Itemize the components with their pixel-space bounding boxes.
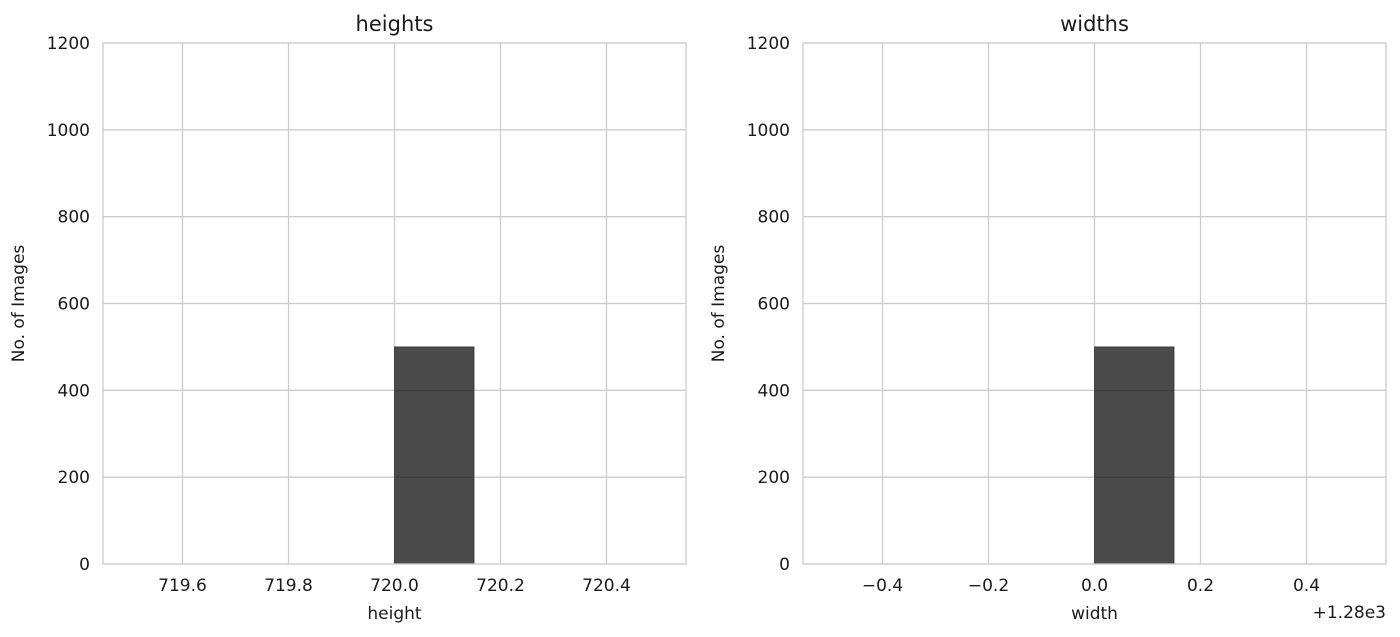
y-tick-label: 800 (758, 208, 790, 228)
y-tick-label: 1000 (47, 121, 90, 141)
x-tick-label: 720.4 (582, 576, 631, 596)
x-tick-label: 0.2 (1187, 576, 1214, 596)
x-axis-label: width (1071, 604, 1118, 624)
y-tick-label: 1200 (47, 34, 90, 54)
y-tick-label: 400 (758, 381, 790, 401)
histogram-bar (1094, 346, 1175, 565)
y-tick-label: 200 (758, 468, 790, 488)
chart-title: heights (356, 12, 434, 36)
y-tick-label: 800 (58, 208, 90, 228)
histogram-bar (394, 346, 475, 565)
x-tick-label: 719.6 (158, 576, 207, 596)
y-tick-label: 1000 (747, 121, 790, 141)
y-tick-label: 1200 (747, 34, 790, 54)
x-tick-label: −0.2 (968, 576, 1009, 596)
y-tick-label: 0 (779, 555, 790, 575)
y-tick-label: 0 (79, 555, 90, 575)
x-tick-label: 720.0 (370, 576, 419, 596)
y-axis-label: No. of Images (9, 245, 29, 363)
y-tick-label: 200 (58, 468, 90, 488)
x-tick-label: 0.0 (1081, 576, 1108, 596)
x-tick-label: 0.4 (1293, 576, 1320, 596)
chart-title: widths (1060, 12, 1129, 36)
y-axis-label: No. of Images (709, 245, 729, 363)
heights-histogram: 0 200 400 600 800 1000 1200 719.6 719.8 720.0 720.… (9, 12, 687, 624)
x-offset-label: +1.28e3 (1313, 603, 1386, 623)
widths-histogram: 0 200 400 600 800 1000 1200 −0.4 −0.2 0.0 0.2 0.4 wi… (709, 12, 1387, 624)
y-tick-label: 600 (58, 295, 90, 315)
plot-frame (102, 42, 687, 565)
x-tick-label: 719.8 (264, 576, 313, 596)
plot-frame (802, 42, 1387, 565)
x-axis-label: height (367, 604, 422, 624)
x-tick-label: 720.2 (476, 576, 525, 596)
y-tick-label: 400 (58, 381, 90, 401)
x-tick-label: −0.4 (862, 576, 903, 596)
y-tick-label: 600 (758, 295, 790, 315)
